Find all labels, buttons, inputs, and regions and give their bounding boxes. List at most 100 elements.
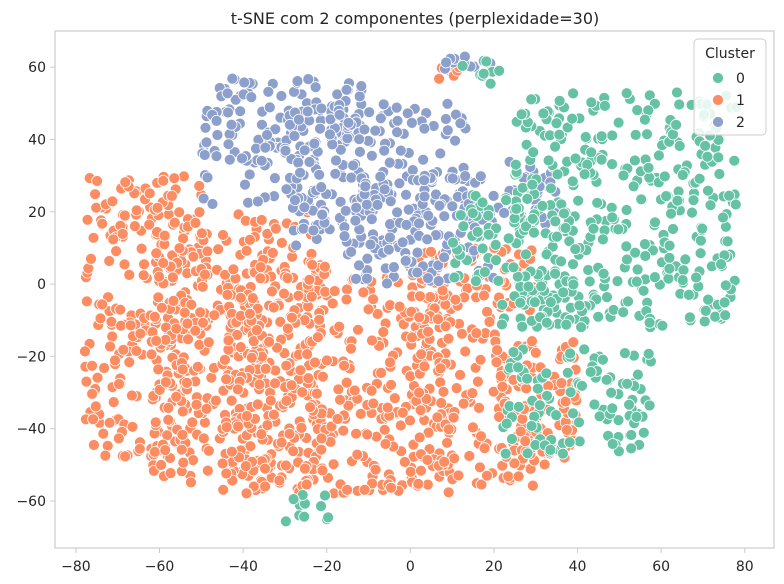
data-point-cluster-1 [283,427,296,440]
data-point-cluster-1 [269,377,281,390]
data-point-cluster-1 [135,242,148,255]
data-point-cluster-2 [223,153,236,166]
data-point-cluster-1 [466,421,479,434]
data-point-cluster-1 [266,285,278,298]
data-point-cluster-1 [157,174,170,187]
data-point-cluster-1 [418,360,431,373]
x-tick-label: 0 [406,559,415,575]
data-point-cluster-1 [298,462,311,475]
data-point-cluster-1 [456,327,468,340]
data-point-cluster-2 [242,196,255,209]
data-point-cluster-1 [150,247,163,260]
data-point-cluster-1 [375,366,388,379]
data-point-cluster-2 [334,143,347,156]
data-point-cluster-1 [414,404,427,417]
data-point-cluster-0 [551,230,563,243]
data-point-cluster-0 [466,207,479,220]
data-point-cluster-1 [155,459,168,471]
data-point-cluster-1 [454,368,467,381]
data-point-cluster-0 [454,209,467,222]
data-point-cluster-0 [728,154,741,167]
data-point-cluster-0 [563,235,576,248]
data-point-cluster-0 [510,202,523,215]
data-point-cluster-0 [637,284,650,297]
data-point-cluster-1 [125,389,138,402]
data-point-cluster-1 [166,271,179,284]
data-point-cluster-0 [635,193,648,206]
data-point-cluster-0 [637,426,650,439]
data-point-cluster-1 [413,431,426,444]
data-point-cluster-1 [116,227,129,240]
data-point-cluster-1 [145,348,158,361]
data-point-cluster-0 [584,366,597,378]
data-point-cluster-0 [564,347,576,360]
data-point-cluster-2 [206,198,219,210]
data-point-cluster-0 [535,280,548,293]
data-point-cluster-0 [582,264,595,276]
data-point-cluster-0 [620,204,633,216]
data-point-cluster-1 [259,362,272,375]
data-point-cluster-0 [506,433,518,445]
data-point-cluster-1 [385,481,397,494]
data-point-cluster-1 [310,387,323,400]
data-point-cluster-1 [218,353,231,366]
data-point-cluster-1 [202,336,215,349]
data-point-cluster-1 [422,325,435,338]
data-point-cluster-1 [425,245,437,258]
legend-label-1: 1 [736,93,745,109]
data-point-cluster-0 [617,169,630,182]
data-point-cluster-1 [459,345,472,358]
data-point-cluster-1 [152,291,165,304]
data-point-cluster-2 [341,132,354,145]
data-point-cluster-1 [481,469,493,482]
data-point-cluster-2 [396,236,409,249]
data-point-cluster-0 [476,196,489,209]
data-point-cluster-0 [555,255,567,268]
data-point-cluster-0 [699,304,712,317]
data-point-cluster-1 [450,382,463,395]
data-point-cluster-1 [190,398,203,411]
data-point-cluster-1 [231,383,244,396]
data-point-cluster-2 [307,224,320,237]
data-point-cluster-1 [326,297,339,310]
data-point-cluster-0 [683,288,695,301]
data-point-cluster-1 [433,72,446,85]
data-point-cluster-1 [80,375,93,388]
data-point-cluster-1 [406,331,419,344]
data-point-cluster-0 [527,146,540,159]
data-point-cluster-1 [264,394,277,407]
data-point-cluster-1 [350,427,363,440]
data-point-cluster-1 [447,411,460,424]
data-point-cluster-0 [566,175,579,188]
data-point-cluster-1 [151,201,164,214]
data-point-cluster-1 [285,379,298,392]
data-point-cluster-0 [597,353,609,366]
data-point-cluster-0 [597,267,610,280]
chart-title: t-SNE com 2 componentes (perplexidade=30… [231,9,600,28]
data-point-cluster-2 [474,170,487,183]
data-point-cluster-1 [434,362,447,375]
data-point-cluster-2 [329,167,342,180]
data-point-cluster-0 [597,233,609,246]
data-point-cluster-0 [718,296,731,309]
data-point-cluster-0 [522,280,535,293]
data-point-cluster-2 [399,254,412,267]
data-point-cluster-1 [113,378,125,390]
data-point-cluster-1 [285,311,298,324]
data-point-cluster-1 [182,333,194,346]
data-point-cluster-0 [713,168,726,180]
data-point-cluster-2 [358,123,371,136]
data-point-cluster-0 [621,253,633,266]
data-point-cluster-2 [313,168,326,181]
data-point-cluster-0 [611,275,624,288]
data-point-cluster-1 [159,444,172,457]
data-point-cluster-2 [308,137,321,150]
data-point-cluster-1 [348,384,361,397]
legend-marker-2 [712,116,724,128]
data-point-cluster-1 [112,432,125,445]
series-0 [279,55,743,528]
data-point-cluster-0 [515,108,528,121]
data-point-cluster-2 [418,174,431,187]
data-point-cluster-0 [591,196,604,209]
